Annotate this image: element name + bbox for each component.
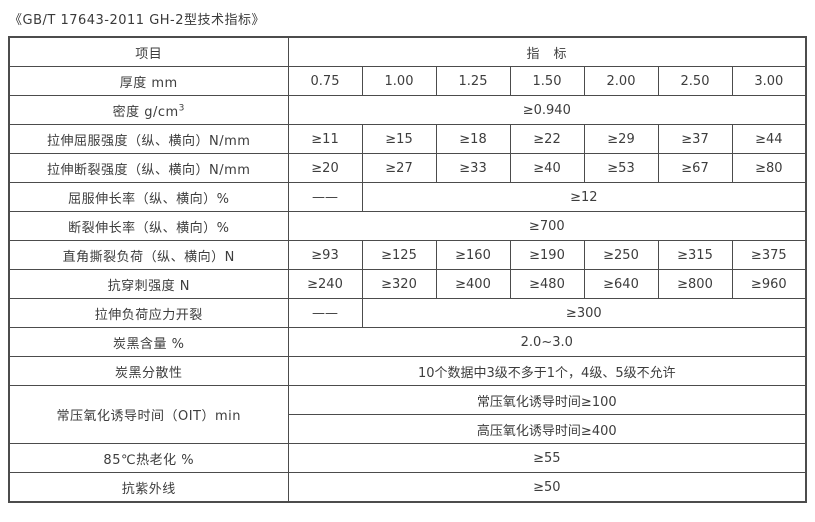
value-cell: ≥29 [583, 124, 659, 154]
table-row-oit-2: 高压氧化诱导时间≥400 [9, 414, 807, 444]
value-cell: ≥375 [731, 240, 807, 270]
value-cell: ≥640 [583, 269, 659, 299]
value-cell: ≥240 [287, 269, 363, 299]
value-cell: ≥33 [435, 153, 511, 183]
value-cell: ≥700 [287, 211, 807, 241]
value-cell: ≥44 [731, 124, 807, 154]
value-cell: ≥37 [657, 124, 733, 154]
row-label-cell: 直角撕裂负荷（纵、横向）N [8, 240, 289, 270]
table-row-density: 密度 g/cm3 ≥0.940 [8, 95, 807, 125]
value-cell: ≥960 [731, 269, 807, 299]
row-label-cell: 85℃热老化 % [8, 443, 289, 473]
value-cell: ≥15 [361, 124, 437, 154]
value-cell: 1.50 [509, 66, 585, 96]
row-label-cell: 拉伸屈服强度（纵、横向）N/mm [8, 124, 289, 154]
indicator-header-cell: 指 标 [287, 36, 807, 67]
value-cell: ≥22 [509, 124, 585, 154]
superscript: 3 [178, 103, 185, 114]
table-row-heat-aging: 85℃热老化 % ≥55 [8, 443, 807, 473]
row-label-cell: 密度 g/cm3 [8, 95, 289, 125]
value-cell: ≥125 [361, 240, 437, 270]
value-cell: 3.00 [731, 66, 807, 96]
value-cell: ≥18 [435, 124, 511, 154]
value-cell: ≥53 [583, 153, 659, 183]
table-row-puncture: 抗穿刺强度 N ≥240 ≥320 ≥400 ≥480 ≥640 ≥800 ≥9… [8, 269, 807, 299]
value-cell: 1.25 [435, 66, 511, 96]
value-cell: 高压氧化诱导时间≥400 [287, 414, 807, 444]
value-cell: ≥800 [657, 269, 733, 299]
value-cell: ≥20 [287, 153, 363, 183]
value-cell: ≥12 [361, 182, 807, 212]
row-label-text: 密度 g/cm [112, 104, 179, 120]
table-row-tear-load: 直角撕裂负荷（纵、横向）N ≥93 ≥125 ≥160 ≥190 ≥250 ≥3… [8, 240, 807, 270]
value-cell: ≥190 [509, 240, 585, 270]
value-cell: ≥315 [657, 240, 733, 270]
value-cell: 0.75 [287, 66, 363, 96]
row-label-cell: 屈服伸长率（纵、横向）% [8, 182, 289, 212]
value-cell: 2.50 [657, 66, 733, 96]
row-label-cell: 拉伸负荷应力开裂 [8, 298, 289, 328]
header-row: 项目 指 标 [8, 36, 807, 67]
value-cell: 常压氧化诱导时间≥100 [287, 385, 807, 415]
page-title: 《GB/T 17643-2011 GH-2型技术指标》 [9, 13, 266, 28]
table-row-tensile-break: 拉伸断裂强度（纵、横向）N/mm ≥20 ≥27 ≥33 ≥40 ≥53 ≥67… [8, 153, 807, 183]
table-row-oit-1: 常压氧化诱导时间（OIT）min 常压氧化诱导时间≥100 [8, 385, 807, 444]
value-cell: ≥400 [435, 269, 511, 299]
value-cell: 2.00 [583, 66, 659, 96]
table-row-break-elongation: 断裂伸长率（纵、横向）% ≥700 [8, 211, 807, 241]
table-row-carbon-dispersion: 炭黑分散性 10个数据中3级不多于1个，4级、5级不允许 [8, 356, 807, 386]
spec-table: 项目 指 标 厚度 mm 0.75 1.00 1.25 1.50 2.00 2.… [8, 36, 808, 503]
value-cell: ≥80 [731, 153, 807, 183]
value-cell: ≥320 [361, 269, 437, 299]
value-cell: ≥0.940 [287, 95, 807, 125]
row-label-cell: 断裂伸长率（纵、横向）% [8, 211, 289, 241]
value-cell: ≥160 [435, 240, 511, 270]
value-cell: ≥93 [287, 240, 363, 270]
value-cell: —— [287, 298, 363, 328]
table-row-yield-elongation: 屈服伸长率（纵、横向）% —— ≥12 [8, 182, 807, 212]
value-cell: ≥480 [509, 269, 585, 299]
table-row-uv-resistance: 抗紫外线 ≥50 [8, 472, 807, 503]
value-cell: 2.0~3.0 [287, 327, 807, 357]
table-row-thickness: 厚度 mm 0.75 1.00 1.25 1.50 2.00 2.50 3.00 [8, 66, 807, 96]
value-cell: —— [287, 182, 363, 212]
row-label-cell: 炭黑含量 % [8, 327, 289, 357]
table-row-stress-crack: 拉伸负荷应力开裂 —— ≥300 [8, 298, 807, 328]
value-cell: ≥250 [583, 240, 659, 270]
row-label-cell: 拉伸断裂强度（纵、横向）N/mm [8, 153, 289, 183]
table-row-carbon-content: 炭黑含量 % 2.0~3.0 [8, 327, 807, 357]
value-cell: 10个数据中3级不多于1个，4级、5级不允许 [287, 356, 807, 386]
row-label-cell: 抗穿刺强度 N [8, 269, 289, 299]
table-row-tensile-yield: 拉伸屈服强度（纵、横向）N/mm ≥11 ≥15 ≥18 ≥22 ≥29 ≥37… [8, 124, 807, 154]
value-cell: ≥300 [361, 298, 807, 328]
item-header-cell: 项目 [8, 36, 289, 67]
value-cell: ≥55 [287, 443, 807, 473]
value-cell: ≥40 [509, 153, 585, 183]
row-label-cell: 炭黑分散性 [8, 356, 289, 386]
value-cell: ≥50 [287, 472, 807, 503]
value-cell: ≥27 [361, 153, 437, 183]
value-cell: ≥11 [287, 124, 363, 154]
row-label-cell: 抗紫外线 [8, 472, 289, 503]
row-label-cell: 常压氧化诱导时间（OIT）min [8, 385, 289, 444]
row-label-cell: 厚度 mm [8, 66, 289, 96]
value-cell: 1.00 [361, 66, 437, 96]
value-cell: ≥67 [657, 153, 733, 183]
